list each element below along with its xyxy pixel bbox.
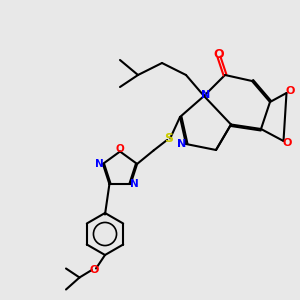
Text: N: N: [177, 139, 186, 149]
Text: O: O: [116, 144, 124, 154]
Text: N: N: [201, 89, 210, 100]
Text: O: O: [89, 265, 99, 275]
Text: S: S: [164, 132, 173, 145]
Text: O: O: [282, 137, 292, 148]
Text: O: O: [285, 86, 295, 97]
Text: O: O: [214, 47, 224, 61]
Text: N: N: [95, 159, 104, 169]
Text: N: N: [130, 179, 139, 189]
